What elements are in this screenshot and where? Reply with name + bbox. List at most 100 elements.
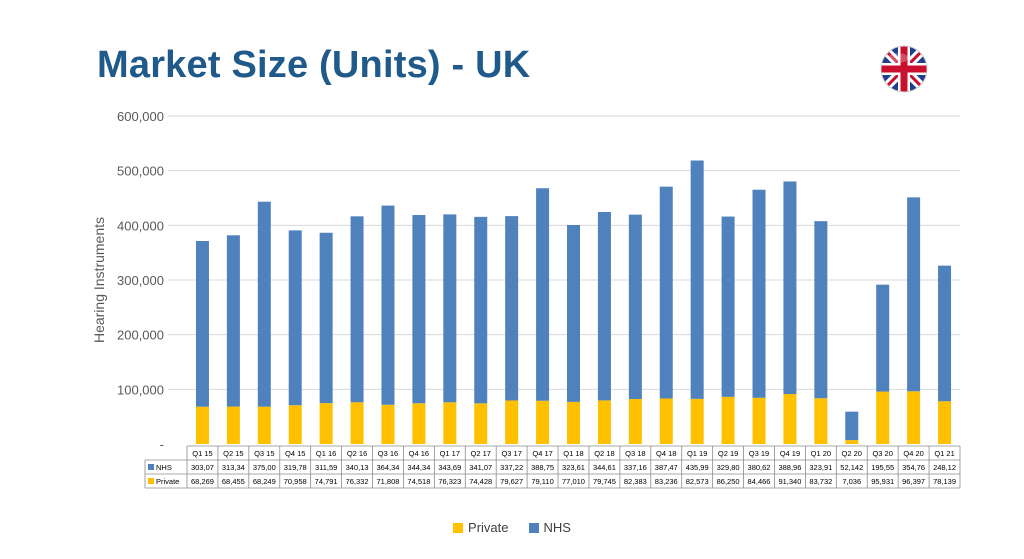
data-label-nhs: 344,34 <box>407 463 430 472</box>
x-tick-label: Q1 20 <box>811 449 831 458</box>
data-label-nhs: 329,80 <box>717 463 740 472</box>
data-label-nhs: 375,00 <box>253 463 276 472</box>
data-label-nhs: 388,96 <box>778 463 801 472</box>
bar-private <box>195 406 209 444</box>
bar-nhs <box>381 205 395 405</box>
data-label-nhs: 337,16 <box>624 463 647 472</box>
data-label-nhs: 323,91 <box>809 463 832 472</box>
data-label-private: 76,323 <box>438 477 461 486</box>
data-label-nhs: 195,55 <box>871 463 894 472</box>
x-tick-label: Q3 18 <box>625 449 645 458</box>
bar-private <box>814 398 828 444</box>
chart-legend: Private NHS <box>0 520 1024 535</box>
y-tick-label: 200,000 <box>117 328 164 343</box>
x-tick-label: Q3 16 <box>378 449 398 458</box>
bar-nhs <box>752 189 766 398</box>
data-label-private: 83,236 <box>655 477 678 486</box>
data-label-nhs: 323,61 <box>562 463 585 472</box>
legend-label-nhs: NHS <box>543 520 571 535</box>
x-tick-label: Q3 19 <box>749 449 769 458</box>
data-label-private: 83,732 <box>809 477 832 486</box>
data-label-private: 79,110 <box>531 477 553 486</box>
bar-private <box>721 396 735 444</box>
bar-private <box>443 402 457 444</box>
bar-nhs <box>876 284 890 392</box>
data-label-private: 79,627 <box>500 477 523 486</box>
bar-nhs <box>288 230 302 406</box>
data-label-private: 78,139 <box>933 477 956 486</box>
bar-private <box>628 398 642 444</box>
x-tick-label: Q1 19 <box>687 449 707 458</box>
data-label-nhs: 311,59 <box>315 463 337 472</box>
bar-nhs <box>567 224 580 402</box>
data-label-nhs: 341,07 <box>469 463 492 472</box>
data-label-private: 7,036 <box>842 477 861 486</box>
x-tick-label: Q2 16 <box>347 449 367 458</box>
data-label-private: 77,010 <box>562 477 585 486</box>
legend-label-private: Private <box>468 520 509 535</box>
bar-private <box>567 401 580 444</box>
data-label-private: 74,518 <box>407 477 430 486</box>
bar-nhs <box>350 216 364 403</box>
y-tick-label: 600,000 <box>117 109 164 124</box>
data-label-private: 74,791 <box>315 477 338 486</box>
table-row-header-private: Private <box>156 477 179 486</box>
data-label-nhs: 52,142 <box>840 463 863 472</box>
bar-nhs <box>659 186 673 399</box>
y-axis-label: Hearing Instruments <box>91 217 107 343</box>
x-tick-label: Q2 20 <box>842 449 862 458</box>
bar-private <box>226 406 240 444</box>
bar-private <box>536 400 550 444</box>
x-tick-label: Q4 18 <box>656 449 676 458</box>
data-label-private: 91,340 <box>778 477 801 486</box>
data-label-nhs: 364,34 <box>377 463 400 472</box>
bar-nhs <box>257 201 271 407</box>
x-tick-label: Q4 20 <box>903 449 923 458</box>
data-label-private: 95,931 <box>871 477 894 486</box>
table-key-nhs <box>148 464 154 470</box>
bar-private <box>876 391 890 444</box>
data-label-private: 74,428 <box>469 477 492 486</box>
legend-swatch-nhs <box>528 522 539 533</box>
uk-flag-icon <box>879 44 929 94</box>
y-tick-label: 400,000 <box>117 218 164 233</box>
x-tick-label: Q1 17 <box>440 449 460 458</box>
data-label-nhs: 303,07 <box>191 463 214 472</box>
x-tick-label: Q1 21 <box>934 449 954 458</box>
x-tick-label: Q1 18 <box>563 449 583 458</box>
data-label-nhs: 319,78 <box>284 463 307 472</box>
bar-nhs <box>412 215 426 404</box>
bar-nhs <box>721 216 735 397</box>
bar-private <box>505 400 519 444</box>
data-label-nhs: 387,47 <box>655 463 678 472</box>
table-key-private <box>148 478 154 484</box>
x-tick-label: Q3 17 <box>501 449 521 458</box>
data-label-nhs: 248,12 <box>933 463 956 472</box>
x-tick-label: Q4 17 <box>532 449 552 458</box>
data-label-private: 86,250 <box>717 477 740 486</box>
bar-nhs <box>474 216 488 404</box>
bar-private <box>690 398 704 444</box>
bar-nhs <box>319 232 333 404</box>
bar-private <box>597 400 611 444</box>
x-tick-label: Q1 16 <box>316 449 336 458</box>
bar-nhs <box>907 197 921 392</box>
bar-nhs <box>814 221 828 399</box>
data-label-private: 68,249 <box>253 477 276 486</box>
x-tick-label: Q4 19 <box>780 449 800 458</box>
bar-nhs <box>443 214 457 403</box>
bar-nhs <box>628 214 642 399</box>
bar-private <box>288 405 302 444</box>
bar-nhs <box>195 241 209 407</box>
data-label-private: 68,455 <box>222 477 245 486</box>
bar-private <box>381 404 395 444</box>
bar-private <box>845 440 859 444</box>
data-label-nhs: 380,62 <box>748 463 771 472</box>
bar-nhs <box>783 181 797 395</box>
data-label-nhs: 388,75 <box>531 463 554 472</box>
bar-nhs <box>536 188 550 401</box>
bar-nhs <box>505 216 519 401</box>
bar-private <box>907 391 921 444</box>
x-tick-label: Q2 18 <box>594 449 614 458</box>
